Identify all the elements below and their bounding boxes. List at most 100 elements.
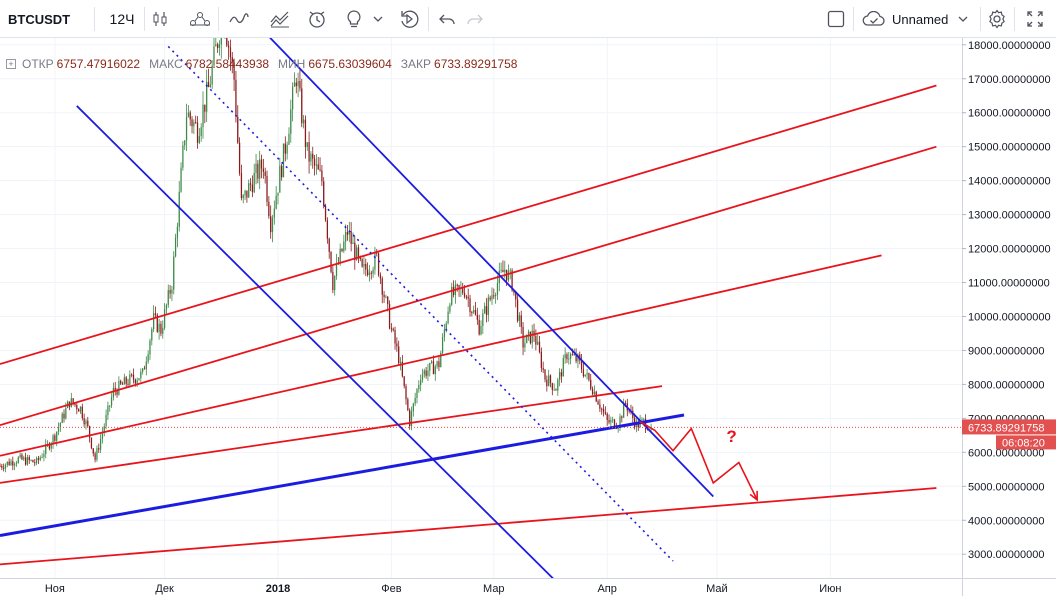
price-axis-background [962,38,1056,596]
templates-icon[interactable] [266,0,294,38]
alert-icon[interactable] [304,0,330,38]
candle-body [215,44,217,47]
candle-body [173,256,175,290]
candle-body [599,404,601,409]
candle-body [343,241,345,252]
candle-body [15,462,18,465]
candle-body [345,231,347,242]
save-layout-button[interactable]: Unnamed [862,0,978,38]
candle-body [557,379,559,391]
candle-body [398,346,400,364]
candle-body [195,122,197,124]
candle-body [4,464,7,469]
price-tick-label: 6000.00000000 [968,447,1044,459]
candle-body [105,414,107,427]
price-tick-label: 9000.00000000 [968,345,1044,357]
candle-body [577,354,579,362]
candle-body [189,112,191,120]
candle-body [551,383,553,390]
candle-body [136,380,138,384]
candle-body [590,379,592,389]
candle-body [198,136,200,143]
candle-body [171,289,173,294]
candle-body [35,458,38,464]
candle-body [372,269,374,274]
candle-body [613,419,616,428]
chevron-down-icon[interactable] [370,0,386,38]
candle-body [196,122,199,143]
settings-icon[interactable] [984,0,1010,38]
red-channel-line [0,145,937,427]
candle-body [560,372,563,377]
candle-body [350,231,352,244]
candle-body [257,163,259,179]
candle-body [187,112,190,117]
candle-body [549,375,552,384]
candle-body [158,323,160,332]
undo-icon[interactable] [436,0,458,38]
candle-body [50,443,52,449]
top-toolbar: BTCUSDT 12Ч Unnamed [0,0,1056,38]
candle-body [302,119,305,124]
candle-body [1,466,3,468]
replay-icon[interactable] [396,0,422,38]
candle-body [520,315,522,327]
candle-body [591,388,594,395]
interval-selector[interactable]: 12Ч [109,11,135,27]
candle-body [396,343,398,347]
candle-body [313,158,316,166]
candle-body [474,309,477,315]
symbol-search[interactable]: BTCUSDT [8,11,71,27]
candle-body [81,406,83,419]
candle-body [586,373,588,375]
candle-body [120,380,122,384]
candle-body [335,263,338,276]
candle-body [271,217,274,233]
candle-body [306,142,308,147]
redo-icon[interactable] [464,0,486,38]
fullscreen-toggle-icon[interactable] [824,0,848,38]
blue-channel-line [76,105,557,583]
candle-body [207,81,210,87]
candle-body [220,38,222,45]
chevron-down-icon [958,16,968,22]
price-chart[interactable]: 18000.00000000 17000.00000000 16000.000000… [0,38,1056,596]
candle-body [363,263,365,267]
candle-body [385,296,387,298]
candle-body [516,299,519,321]
candle-body [96,448,98,460]
candle-body [65,407,67,419]
candle-body [537,341,539,345]
expand-icon[interactable] [1022,0,1048,38]
candle-body [602,408,605,413]
candle-body [209,84,211,87]
candle-body [418,384,420,390]
indicators-icon[interactable] [226,0,252,38]
candle-body [443,329,446,338]
red-channel-line [0,84,937,365]
candle-body [134,379,136,384]
candle-body [339,248,341,264]
candle-body [326,220,329,239]
candle-body [427,370,429,376]
time-tick-label: Июн [819,583,841,595]
candle-body [295,82,297,87]
legend-collapse-icon[interactable]: + [6,59,16,69]
high-value: 6782.58443938 [185,57,270,71]
candle-body [436,361,438,367]
candle-body [39,457,41,460]
price-tick-label: 11000.00000000 [968,278,1050,290]
candle-body [6,461,8,465]
compare-icon[interactable] [186,0,214,38]
toolbar-separator [1014,7,1015,31]
candle-body [293,82,296,87]
candles-icon[interactable] [148,0,172,38]
candle-body [123,377,126,385]
candle-body [301,88,303,124]
candle-body [513,290,515,293]
candle-body [317,164,319,170]
red-channel-line [0,487,937,566]
ideas-icon[interactable] [342,0,366,38]
red-channel-line [0,254,882,457]
candle-body [193,122,195,127]
